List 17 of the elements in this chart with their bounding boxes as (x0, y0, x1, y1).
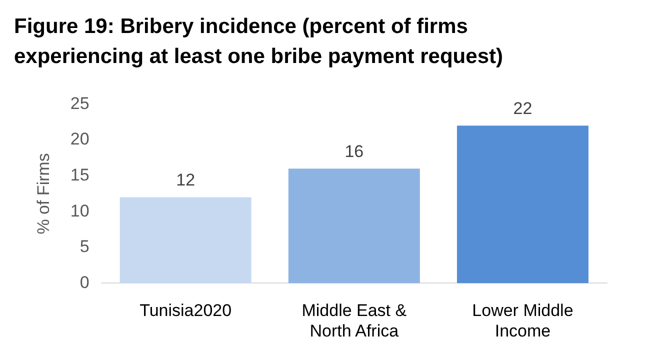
x-tick-label: Tunisia2020 (140, 301, 232, 320)
y-tick-label: 5 (80, 237, 90, 256)
bar (456, 126, 588, 284)
y-tick-label: 10 (70, 201, 90, 220)
y-tick-label: 20 (70, 130, 90, 149)
y-tick-label: 0 (80, 272, 90, 292)
y-tick-label: 25 (70, 94, 90, 113)
y-tick-label: 15 (70, 165, 90, 184)
data-label: 16 (344, 142, 364, 161)
data-label: 22 (513, 98, 532, 118)
y-axis-title: % of Firms (34, 153, 53, 234)
data-label: 12 (176, 170, 196, 190)
bar (288, 168, 420, 284)
x-tick-label: Lower Middle Income (472, 301, 574, 340)
x-tick-label: Middle East & North Africa (302, 301, 408, 340)
chart-title: Figure 19: Bribery incidence (percent of firms experiencing at least one bribe payment request) (14, 14, 504, 70)
bar (120, 197, 252, 284)
